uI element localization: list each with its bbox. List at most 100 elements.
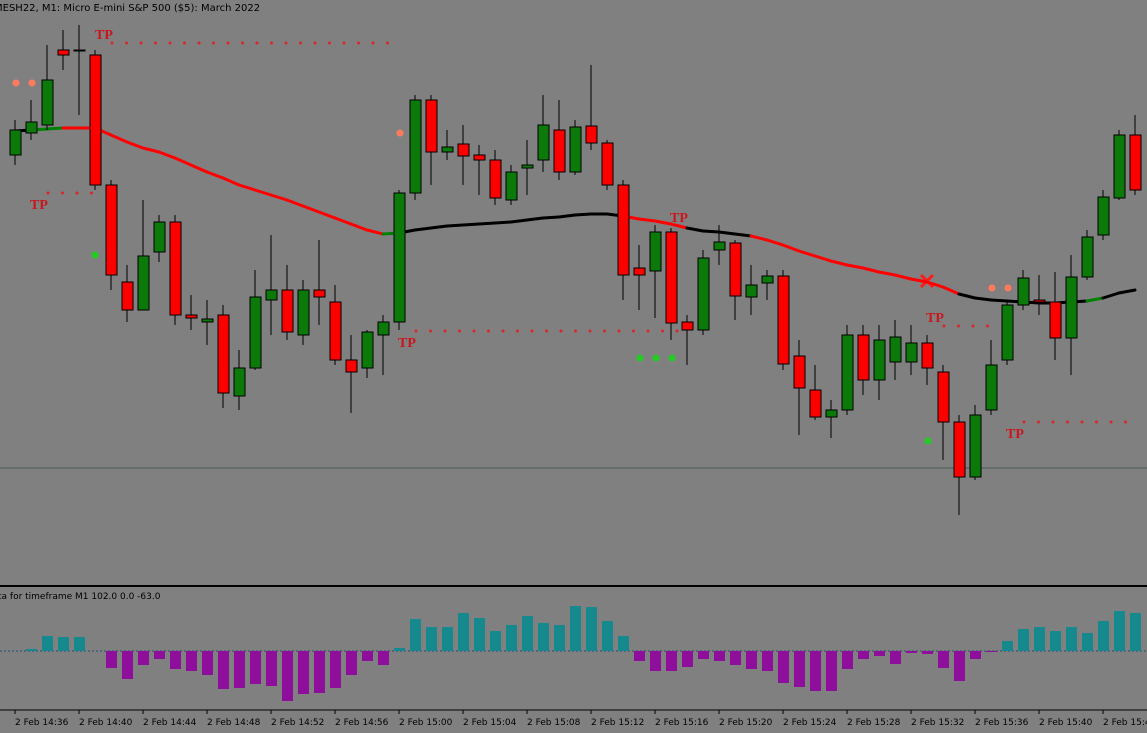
candle-body <box>921 342 934 369</box>
histogram-bar <box>922 651 933 654</box>
moving-average <box>877 270 897 277</box>
histogram-bar <box>186 651 197 671</box>
candle-body <box>633 267 646 276</box>
histogram-bar <box>1034 627 1045 651</box>
moving-average <box>989 298 1009 303</box>
moving-average <box>509 218 529 224</box>
candle-body <box>745 284 758 298</box>
candle-body <box>857 334 870 381</box>
histogram-bar <box>26 649 37 651</box>
histogram-bar <box>954 651 965 681</box>
histogram-bar <box>474 618 485 651</box>
candle-body <box>841 334 854 411</box>
histogram-bar <box>938 651 949 668</box>
tp-label: TP <box>30 198 48 213</box>
histogram-bar <box>138 651 149 665</box>
moving-average <box>125 140 145 150</box>
x-tick-label: 2 Feb 14:56 <box>335 718 389 728</box>
tp-label: TP <box>670 211 688 226</box>
candle-body <box>825 409 838 418</box>
moving-average <box>557 213 577 219</box>
candle-body <box>617 184 630 276</box>
histogram-bar <box>122 651 133 679</box>
sell-dot <box>28 79 36 87</box>
tp-dots <box>46 41 1142 424</box>
histogram-bar <box>730 651 741 665</box>
moving-average <box>749 234 769 242</box>
candle-body <box>153 221 166 253</box>
histogram-bar <box>202 651 213 675</box>
histogram-bar <box>1098 621 1109 651</box>
candle-body <box>1033 299 1046 303</box>
candle-body <box>185 314 198 319</box>
histogram-bar <box>218 651 229 689</box>
x-tick-label: 2 Feb 14:52 <box>271 718 324 728</box>
histogram-bar <box>698 651 709 659</box>
sell-dot <box>1004 284 1012 292</box>
candle-body <box>329 301 342 361</box>
histogram-bar <box>154 651 165 659</box>
x-tick-label: 2 Feb 14:36 <box>15 718 69 728</box>
candle-body <box>1129 134 1142 191</box>
histogram-bar <box>810 651 821 691</box>
candle-body <box>537 124 550 161</box>
candle-body <box>1081 236 1094 278</box>
moving-average <box>109 133 129 144</box>
sell-dot <box>988 284 996 292</box>
histogram-bar <box>266 651 277 686</box>
histogram-bar <box>618 636 629 651</box>
candle-body <box>729 242 742 297</box>
moving-average <box>541 215 561 220</box>
candle-body <box>25 121 38 134</box>
candle-body <box>281 289 294 333</box>
candle-body <box>457 143 470 157</box>
histogram-bar <box>394 648 405 651</box>
x-tick-label: 2 Feb 15:16 <box>655 718 709 728</box>
moving-average <box>941 285 961 296</box>
histogram-bar <box>42 636 53 651</box>
moving-average <box>237 183 257 192</box>
histogram-bar <box>826 651 837 691</box>
candle-body <box>665 231 678 324</box>
candle-body <box>89 54 102 186</box>
chart-title: MESH22, M1: Micro E-mini S&P 500 ($5): M… <box>0 3 260 14</box>
histogram-bar <box>282 651 293 701</box>
candle-body <box>985 364 998 411</box>
histogram-bar <box>634 651 645 661</box>
candle-body <box>713 241 726 251</box>
moving-average <box>429 224 449 230</box>
histogram-bar <box>874 651 885 656</box>
candle-body <box>585 125 598 144</box>
histogram-bar <box>778 651 789 683</box>
buy-dot <box>668 354 676 362</box>
histogram-bar <box>1066 627 1077 651</box>
buy-dot <box>91 251 99 259</box>
histogram-bar <box>602 621 613 651</box>
histogram-bar <box>522 616 533 651</box>
histogram-bar <box>906 651 917 653</box>
x-tick-label: 2 Feb 14:48 <box>207 718 261 728</box>
histogram-bar <box>58 637 69 651</box>
histogram-bar <box>650 651 661 671</box>
candle-body <box>969 414 982 478</box>
candle-body <box>377 321 390 336</box>
histogram-bar <box>794 651 805 687</box>
buy-dot <box>636 354 644 362</box>
candle-body <box>793 355 806 389</box>
moving-average <box>829 259 849 267</box>
candle-body <box>425 99 438 153</box>
x-tick-label: 2 Feb 15:20 <box>719 718 773 728</box>
histogram-bar <box>538 623 549 651</box>
moving-average <box>157 150 177 160</box>
moving-average <box>1085 296 1105 303</box>
histogram-bar <box>426 627 437 651</box>
candle-body <box>905 342 918 363</box>
x-tick-label: 2 Feb 15:32 <box>911 718 964 728</box>
candle-body <box>953 421 966 478</box>
histogram-bar <box>554 625 565 651</box>
moving-average <box>1117 288 1137 295</box>
candle-body <box>681 321 694 331</box>
candle-body <box>393 192 406 323</box>
candle-body <box>521 164 534 169</box>
